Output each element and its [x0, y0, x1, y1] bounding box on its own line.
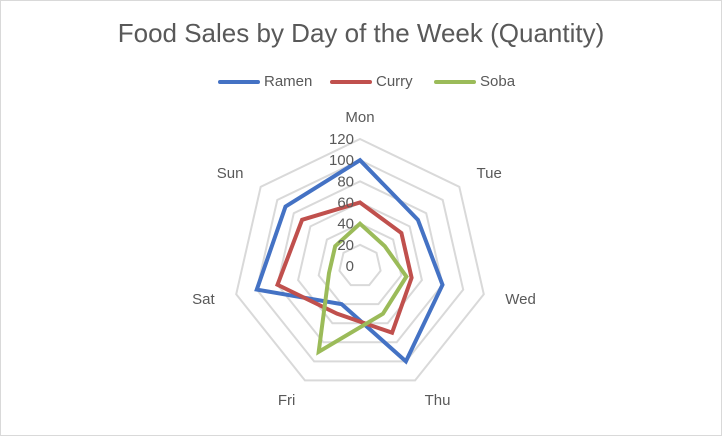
grid-ring-20 [338, 243, 382, 287]
legend: Ramen Curry Soba [0, 72, 722, 94]
series-line-ramen [254, 157, 445, 365]
category-label-sun: Sun [217, 165, 244, 182]
tick-label-100: 100 [329, 152, 354, 169]
radar-series [254, 157, 445, 365]
tick-label-120: 120 [329, 131, 354, 148]
grid-ring-40 [317, 222, 403, 306]
legend-label-ramen: Ramen [264, 73, 313, 90]
radar-grid [235, 137, 485, 382]
category-label-mon: Mon [345, 109, 374, 126]
grid-ring-80 [276, 180, 444, 344]
category-label-tue: Tue [477, 165, 502, 182]
legend-swatch-soba [434, 80, 476, 84]
legend-swatch-curry [330, 80, 372, 84]
legend-swatch-ramen [218, 80, 260, 84]
series-line-soba [316, 220, 409, 356]
tick-label-40: 40 [337, 216, 354, 233]
radar-tick-labels: 0 20 40 60 80 100 120 [329, 131, 354, 275]
tick-label-80: 80 [337, 173, 354, 190]
grid-ring-100 [255, 159, 465, 363]
legend-label-soba: Soba [480, 73, 516, 90]
category-label-fri: Fri [278, 392, 296, 409]
category-label-sat: Sat [192, 291, 215, 308]
tick-label-0: 0 [346, 258, 354, 275]
chart-title: Food Sales by Day of the Week (Quantity) [117, 18, 605, 48]
tick-label-20: 20 [337, 237, 354, 254]
tick-label-60: 60 [337, 195, 354, 212]
category-label-wed: Wed [505, 291, 536, 308]
grid-ring-120 [235, 137, 485, 382]
legend-label-curry: Curry [376, 73, 413, 90]
radar-category-labels: Mon Tue Wed Thu Fri Sat Sun [192, 109, 536, 409]
category-label-thu: Thu [425, 392, 451, 409]
